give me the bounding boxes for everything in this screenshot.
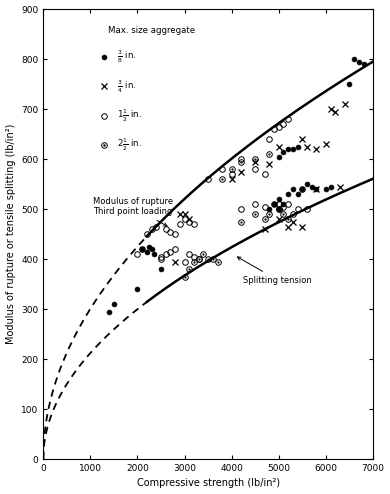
Text: $\frac{3}{4}$ in.: $\frac{3}{4}$ in. [117, 78, 136, 95]
Text: Splitting tension: Splitting tension [238, 257, 312, 285]
Text: $\frac{3}{8}$ in.: $\frac{3}{8}$ in. [117, 49, 136, 65]
Text: Max. size aggregate: Max. size aggregate [108, 26, 195, 35]
Text: 2$\frac{1}{2}$ in.: 2$\frac{1}{2}$ in. [117, 137, 142, 153]
Y-axis label: Modulus of rupture or tensile splitting (lb/in²): Modulus of rupture or tensile splitting … [5, 124, 16, 344]
Text: 1$\frac{1}{2}$ in.: 1$\frac{1}{2}$ in. [117, 108, 142, 124]
X-axis label: Compressive strength (lb/in²): Compressive strength (lb/in²) [136, 479, 280, 489]
Text: Modulus of rupture
Third point loading: Modulus of rupture Third point loading [93, 197, 173, 226]
